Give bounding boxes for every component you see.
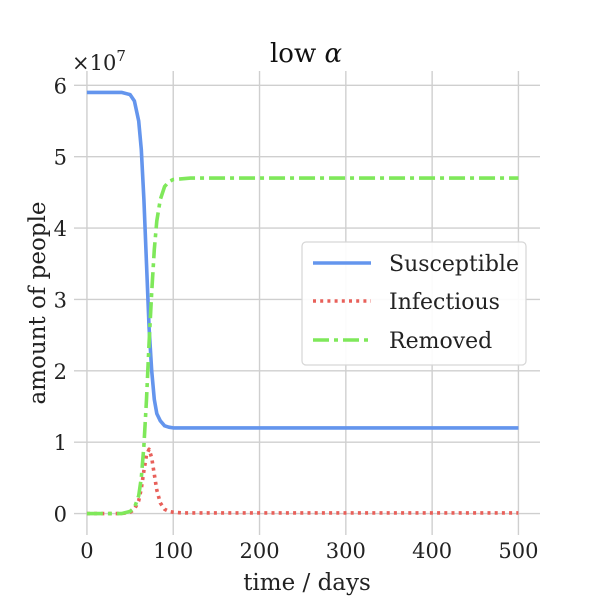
y-tick-label: 0 bbox=[54, 503, 67, 527]
y-axis-label: amount of people bbox=[25, 201, 51, 404]
legend-box bbox=[301, 241, 527, 366]
series-line-removed bbox=[86, 176, 519, 516]
x-tick-label: 300 bbox=[326, 539, 366, 563]
y-tick-label: 2 bbox=[54, 360, 67, 384]
legend-label-susceptible: Susceptible bbox=[389, 252, 519, 277]
x-tick-label: 200 bbox=[239, 539, 279, 563]
y-tick-label: 4 bbox=[54, 217, 67, 241]
series-line-susceptible bbox=[86, 90, 519, 430]
y-tick-label: 5 bbox=[54, 146, 67, 170]
x-tick-label: 400 bbox=[412, 539, 452, 563]
x-tick-label: 0 bbox=[80, 539, 93, 563]
legend-label-removed: Removed bbox=[389, 329, 492, 354]
legend: Susceptible Infectious Removed bbox=[301, 241, 527, 366]
y-tick-label: 1 bbox=[54, 431, 67, 455]
chart-title: low α bbox=[270, 39, 343, 69]
legend-label-infectious: Infectious bbox=[389, 290, 500, 315]
x-tick-label: 100 bbox=[153, 539, 193, 563]
plot-area bbox=[86, 90, 519, 516]
series-line-infectious bbox=[86, 447, 519, 516]
y-tick-label: 6 bbox=[54, 74, 67, 98]
x-axis-label: time / days bbox=[243, 570, 371, 596]
y-multiplier: ×107 bbox=[72, 47, 126, 75]
y-tick-label: 3 bbox=[54, 288, 67, 312]
x-tick-label: 500 bbox=[498, 539, 538, 563]
tick-labels: 0 100 200 300 400 500 0 1 2 3 4 5 6 bbox=[54, 74, 539, 563]
